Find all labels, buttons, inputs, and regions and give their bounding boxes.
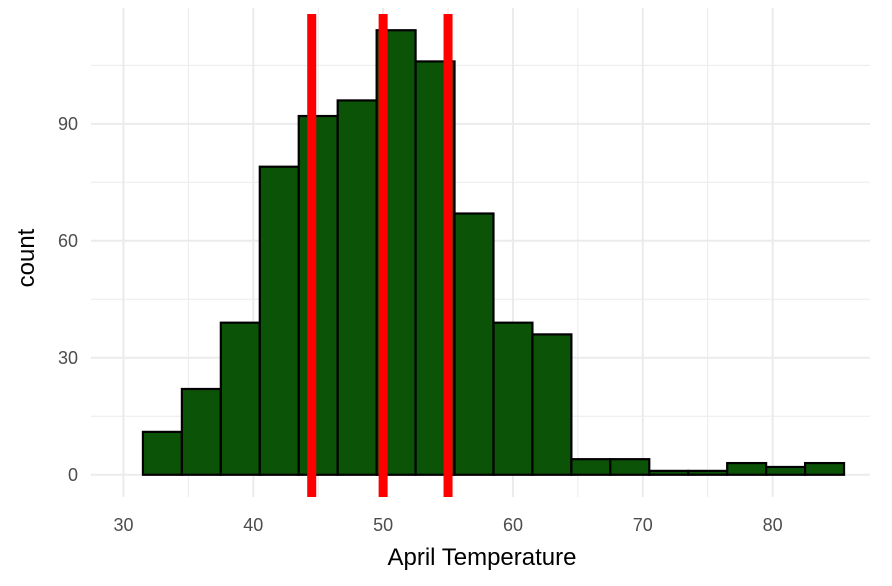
histogram-bars	[141, 29, 846, 476]
y-tick-label: 0	[68, 465, 78, 485]
histogram-bar	[297, 114, 339, 476]
x-tick-label: 30	[113, 515, 133, 535]
histogram-bar	[219, 321, 261, 476]
x-tick-label: 80	[763, 515, 783, 535]
x-tick-label: 70	[633, 515, 653, 535]
histogram-bar	[726, 461, 768, 476]
histogram-bar	[180, 387, 222, 476]
x-tick-label: 50	[373, 515, 393, 535]
histogram-bar	[492, 321, 534, 476]
y-tick-label: 90	[58, 114, 78, 134]
histogram-bar	[141, 430, 183, 476]
histogram-bar	[803, 461, 846, 476]
histogram-bar	[531, 333, 573, 476]
reference-lines	[307, 14, 453, 497]
histogram-bar	[570, 458, 612, 476]
x-axis-ticks: 30 40 50 60 70 80	[113, 515, 782, 535]
y-axis-ticks: 0 30 60 90	[58, 114, 78, 485]
histogram-bar	[648, 469, 690, 476]
histogram-bar	[609, 458, 651, 476]
histogram-bar	[336, 99, 378, 476]
x-tick-label: 40	[243, 515, 263, 535]
y-axis-title: count	[13, 228, 40, 287]
y-tick-label: 30	[58, 348, 78, 368]
y-tick-label: 60	[58, 231, 78, 251]
x-tick-label: 60	[503, 515, 523, 535]
histogram-bar	[258, 165, 300, 476]
histogram-bar	[687, 469, 729, 476]
histogram-bar	[453, 212, 495, 476]
x-axis-title: April Temperature	[388, 544, 577, 571]
histogram-bar	[765, 465, 807, 476]
